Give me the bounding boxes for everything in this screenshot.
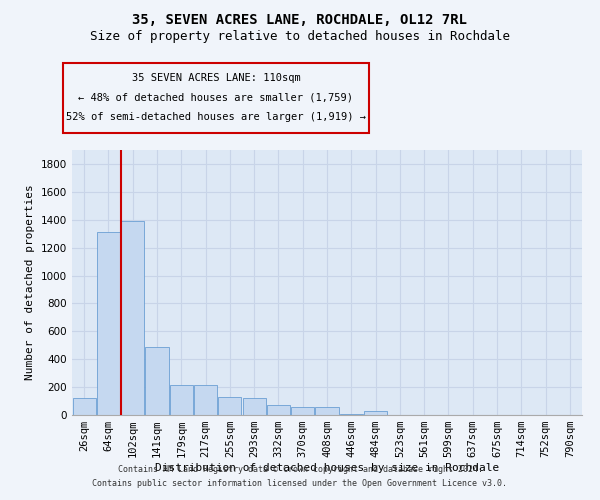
Bar <box>170 385 193 415</box>
X-axis label: Distribution of detached houses by size in Rochdale: Distribution of detached houses by size … <box>155 463 499 473</box>
Bar <box>73 398 95 415</box>
Bar <box>316 408 338 415</box>
Text: 35, SEVEN ACRES LANE, ROCHDALE, OL12 7RL: 35, SEVEN ACRES LANE, ROCHDALE, OL12 7RL <box>133 12 467 26</box>
Bar <box>121 221 144 415</box>
Bar <box>97 232 120 415</box>
Bar <box>218 397 241 415</box>
Y-axis label: Number of detached properties: Number of detached properties <box>25 184 35 380</box>
Bar <box>194 385 217 415</box>
Bar <box>364 411 387 415</box>
Text: 52% of semi-detached houses are larger (1,919) →: 52% of semi-detached houses are larger (… <box>66 112 366 122</box>
Text: 35 SEVEN ACRES LANE: 110sqm: 35 SEVEN ACRES LANE: 110sqm <box>131 73 301 83</box>
Text: Size of property relative to detached houses in Rochdale: Size of property relative to detached ho… <box>90 30 510 43</box>
Text: ← 48% of detached houses are smaller (1,759): ← 48% of detached houses are smaller (1,… <box>79 92 353 102</box>
Bar <box>340 414 363 415</box>
Bar <box>267 404 290 415</box>
Text: Contains HM Land Registry data © Crown copyright and database right 2024.
Contai: Contains HM Land Registry data © Crown c… <box>92 466 508 487</box>
Bar <box>242 398 266 415</box>
Bar <box>291 408 314 415</box>
Bar <box>145 346 169 415</box>
